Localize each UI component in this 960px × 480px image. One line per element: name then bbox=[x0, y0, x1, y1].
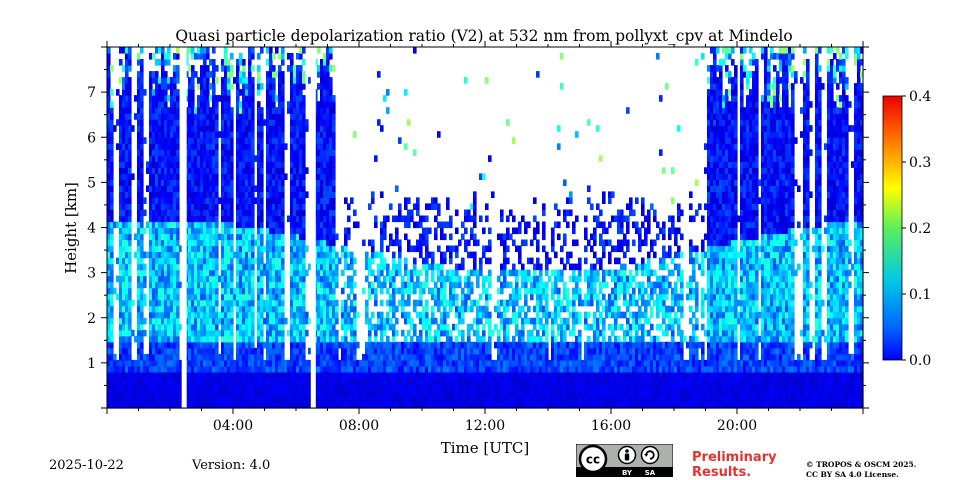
colorbar-tick-label: 0.2 bbox=[909, 221, 931, 237]
preliminary-note: Preliminary Results. bbox=[692, 450, 777, 480]
preliminary-line-2: Results. bbox=[692, 465, 752, 480]
heatmap-cells bbox=[107, 47, 864, 409]
x-tick-label: 16:00 bbox=[591, 418, 631, 434]
person-icon bbox=[617, 445, 637, 465]
copyright-line-2: CC BY SA 4.0 License. bbox=[806, 470, 899, 479]
colorbar-tick-label: 0.3 bbox=[909, 155, 931, 171]
cc-logo-text: cc bbox=[586, 453, 600, 467]
footer-date: 2025-10-22 bbox=[49, 458, 124, 473]
y-axis: 1 2 3 4 5 6 7 bbox=[87, 46, 869, 409]
y-tick-label: 1 bbox=[87, 356, 96, 372]
colorbar-gradient bbox=[882, 95, 903, 361]
x-tick-label: 20:00 bbox=[717, 418, 757, 434]
y-tick-label: 3 bbox=[87, 266, 96, 282]
colorbar: 0.0 0.1 0.2 0.3 0.4 bbox=[882, 89, 931, 369]
copyright-line-1: © TROPOS & OSCM 2025. bbox=[806, 460, 917, 469]
preliminary-line-1: Preliminary bbox=[692, 450, 777, 465]
data-gaps bbox=[181, 47, 316, 408]
sa-label: SA bbox=[645, 469, 656, 477]
footer-version: Version: 4.0 bbox=[192, 458, 271, 473]
x-tick-label: 12:00 bbox=[465, 418, 505, 434]
y-tick-label: 2 bbox=[87, 311, 96, 327]
y-axis-label: Height [km] bbox=[62, 182, 80, 274]
colorbar-tick-label: 0.4 bbox=[909, 89, 931, 105]
by-label: BY bbox=[622, 469, 633, 477]
copyright-note: © TROPOS & OSCM 2025. CC BY SA 4.0 Licen… bbox=[806, 460, 916, 480]
colorbar-ticks: 0.0 0.1 0.2 0.3 0.4 bbox=[902, 89, 931, 369]
cc-logo-icon: cc bbox=[578, 444, 608, 474]
y-tick-label: 7 bbox=[87, 85, 96, 101]
y-tick-label: 6 bbox=[87, 130, 96, 146]
x-tick-label: 08:00 bbox=[339, 418, 379, 434]
share-alike-icon bbox=[640, 445, 660, 465]
x-tick-label: 04:00 bbox=[213, 418, 253, 434]
y-tick-label: 5 bbox=[87, 175, 96, 191]
chart-title: Quasi particle depolarization ratio (V2)… bbox=[175, 27, 792, 45]
colorbar-tick-label: 0.0 bbox=[909, 353, 931, 369]
y-tick-label: 4 bbox=[87, 221, 96, 237]
colorbar-tick-label: 0.1 bbox=[909, 287, 931, 303]
x-axis-label: Time [UTC] bbox=[441, 439, 530, 457]
x-axis: 04:00 08:00 12:00 16:00 20:00 bbox=[106, 41, 864, 434]
cc-license-badge: cc BY SA bbox=[576, 444, 673, 477]
plot-area bbox=[106, 46, 864, 409]
